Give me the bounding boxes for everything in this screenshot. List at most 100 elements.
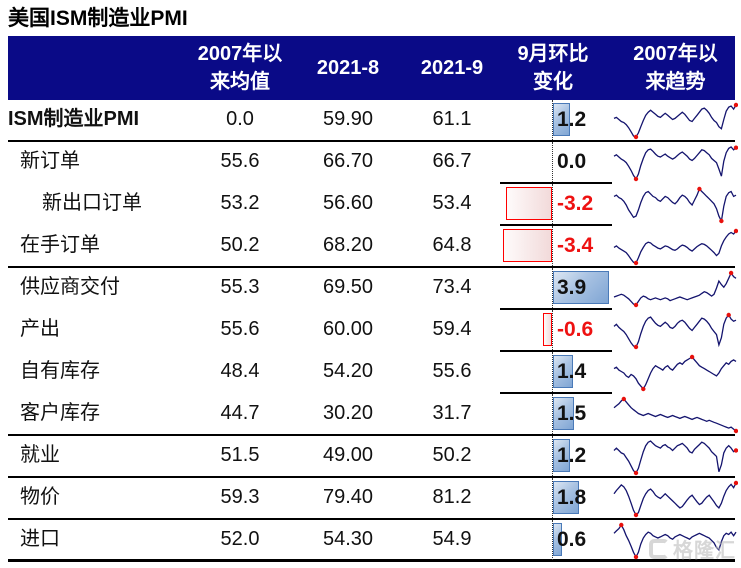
cell-avg: 55.6 [220, 150, 260, 172]
cell-m8: 68.20 [322, 234, 374, 256]
cell-avg: 44.7 [220, 402, 260, 424]
mom-change-value: 1.5 [557, 402, 587, 425]
column-header-2021-9: 2021-9 [420, 57, 484, 79]
sparkline-marker-dot [621, 396, 626, 402]
cell-avg: 48.4 [220, 360, 260, 382]
cell-m8: 59.90 [322, 108, 374, 130]
cell-m8: 54.20 [322, 360, 374, 382]
mom-change-value: -3.2 [557, 192, 594, 215]
mom-change-cell: -0.6 [500, 310, 612, 352]
table-row: 新订单 55.6 66.70 66.7 0.0 [8, 142, 738, 184]
cell-m9: 54.9 [432, 528, 472, 550]
table-row: 物价 59.3 79.40 81.2 1.8 [8, 478, 738, 520]
bar-axis-line [552, 100, 553, 140]
positive-change-bar [553, 439, 570, 472]
table-row: 进口 52.0 54.30 54.9 0.6 [8, 520, 737, 562]
mom-change-cell: 3.9 [500, 268, 612, 310]
cell-m9: 59.4 [432, 318, 472, 340]
table-row: 在手订单 50.2 68.20 64.8 -3.4 [8, 226, 738, 268]
mom-change-cell: 1.8 [500, 478, 612, 520]
cell-m8: 66.70 [322, 150, 374, 172]
column-header-mom-change: 9月环比 变化 [517, 43, 589, 93]
sparkline-marker-dot [733, 480, 738, 486]
cell-m8: 60.00 [322, 318, 374, 340]
cell-m9: 61.1 [432, 108, 472, 130]
row-label: 新订单 [20, 150, 80, 172]
cell-m9: 31.7 [432, 402, 472, 424]
bar-axis-line [552, 226, 553, 266]
watermark: 格隆汇 [649, 534, 736, 563]
negative-change-bar [506, 187, 552, 220]
sparkline-marker-dot [633, 554, 639, 560]
trend-sparkline [613, 522, 737, 560]
mom-change-cell: -3.4 [500, 226, 612, 268]
sparkline-marker-dot [733, 102, 738, 108]
positive-change-bar [553, 481, 579, 514]
negative-change-bar [543, 313, 552, 346]
positive-change-bar [553, 397, 574, 430]
cell-m9: 81.2 [432, 486, 472, 508]
cell-avg: 55.6 [220, 318, 260, 340]
trend-sparkline [613, 354, 737, 392]
trend-sparkline [613, 270, 737, 308]
mom-change-cell: 1.4 [500, 352, 612, 394]
cell-m9: 73.4 [432, 276, 472, 298]
mom-change-cell: 1.2 [500, 436, 612, 478]
positive-change-bar [553, 271, 609, 304]
sparkline-marker-dot [633, 176, 639, 182]
negative-change-bar [503, 229, 552, 262]
mom-change-cell: -3.2 [500, 184, 612, 226]
cell-m8: 30.20 [322, 402, 374, 424]
row-label: 在手订单 [20, 234, 100, 256]
table-row: 产出 55.6 60.00 59.4 -0.6 [8, 310, 737, 352]
sparkline-marker-dot [733, 428, 738, 434]
row-label: 自有库存 [20, 360, 100, 382]
mom-change-value: 1.2 [557, 108, 587, 131]
mom-change-value: 0.6 [557, 528, 587, 551]
positive-change-bar [553, 103, 570, 136]
cell-m9: 50.2 [432, 444, 472, 466]
table-header: 2007年以 来均值 2021-8 2021-9 9月环比 变化 2007年以 来趋势 [8, 36, 735, 100]
mom-change-cell: 0.0 [500, 142, 612, 184]
bar-axis-line [552, 310, 553, 350]
column-header-trend: 2007年以 来趋势 [633, 43, 718, 93]
sparkline-marker-dot [633, 302, 639, 308]
mom-change-cell: 1.2 [500, 100, 612, 142]
sparkline-marker-dot [633, 134, 639, 140]
mom-change-value: 1.2 [557, 444, 587, 467]
cell-m8: 69.50 [322, 276, 374, 298]
cell-avg: 52.0 [220, 528, 260, 550]
row-label: 新出口订单 [42, 192, 142, 214]
sparkline-marker-dot [633, 344, 639, 350]
bar-axis-line [552, 352, 553, 392]
row-label: 就业 [20, 444, 60, 466]
cell-m9: 64.8 [432, 234, 472, 256]
table-row: ISM制造业PMI 0.0 59.90 61.1 1.2 [8, 100, 738, 142]
bar-axis-line [552, 436, 553, 476]
table-row: 供应商交付 55.3 69.50 73.4 3.9 [8, 268, 737, 310]
column-header-2021-8: 2021-8 [316, 57, 380, 79]
table-row: 就业 51.5 49.00 50.2 1.2 [8, 436, 738, 478]
sparkline-marker-dot [619, 522, 624, 528]
trend-sparkline [613, 228, 738, 266]
sparkline-marker-dot [719, 218, 724, 224]
cell-avg: 0.0 [226, 108, 254, 130]
row-label: 进口 [20, 528, 60, 550]
trend-sparkline [613, 312, 737, 350]
cell-avg: 53.2 [220, 192, 260, 214]
cell-m9: 55.6 [432, 360, 472, 382]
cell-avg: 59.3 [220, 486, 260, 508]
table-row: 自有库存 48.4 54.20 55.6 1.4 [8, 352, 737, 394]
positive-change-bar [553, 523, 562, 556]
row-label: 物价 [20, 486, 60, 508]
sparkline-marker-dot [633, 512, 639, 518]
cell-m8: 79.40 [322, 486, 374, 508]
sparkline-marker-dot [733, 145, 738, 150]
column-header-avg: 2007年以 来均值 [197, 43, 283, 93]
bar-axis-line [552, 142, 553, 182]
mom-change-value: 0.0 [557, 150, 587, 173]
sparkline-marker-dot [728, 270, 734, 276]
mom-change-cell: 1.5 [500, 394, 612, 436]
cell-avg: 51.5 [220, 444, 260, 466]
mom-change-value: 3.9 [557, 276, 587, 299]
